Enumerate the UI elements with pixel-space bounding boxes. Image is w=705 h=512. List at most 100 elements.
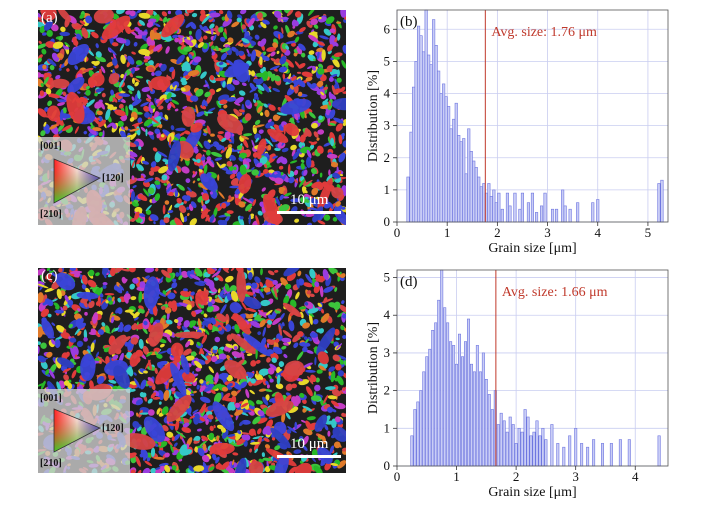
grain — [182, 105, 188, 110]
grain — [224, 131, 231, 140]
histogram-bar — [431, 329, 435, 467]
grain — [149, 49, 155, 55]
grain — [298, 26, 306, 33]
grain — [293, 52, 298, 57]
grain — [93, 60, 100, 66]
histogram-bar — [520, 192, 525, 223]
histogram-bar — [421, 51, 426, 223]
grain — [237, 215, 245, 225]
grain — [185, 178, 191, 184]
histogram-bar — [505, 431, 509, 467]
grain — [95, 55, 107, 63]
grain — [255, 137, 259, 143]
grain — [186, 96, 192, 102]
grain — [274, 147, 281, 152]
grain — [286, 10, 294, 17]
y-axis-label: Distribution [%] — [366, 322, 381, 414]
histogram-bar — [520, 431, 524, 467]
histogram-bar — [434, 44, 438, 223]
grain — [300, 134, 306, 143]
grain — [280, 16, 289, 20]
grain — [300, 159, 305, 163]
histogram-bar — [505, 192, 510, 223]
grain — [223, 104, 228, 109]
histogram-bar — [580, 443, 584, 467]
grain — [218, 191, 225, 199]
grain — [221, 137, 227, 143]
grain — [74, 65, 79, 70]
y-tick-label: 3 — [384, 118, 391, 133]
histogram-bar — [514, 443, 518, 467]
histogram-bar — [513, 192, 517, 223]
grain — [195, 28, 202, 40]
grain — [170, 125, 175, 131]
grain — [293, 78, 302, 88]
grain — [141, 160, 150, 165]
grain — [235, 39, 243, 46]
y-tick-label: 6 — [384, 21, 391, 36]
histogram-bar — [534, 212, 539, 223]
grain — [270, 51, 276, 57]
grain — [336, 21, 342, 24]
grain — [43, 121, 47, 127]
grain — [157, 151, 168, 158]
grain — [172, 81, 180, 89]
grain — [85, 89, 91, 96]
grain — [180, 45, 186, 50]
histogram-bar — [526, 416, 530, 467]
grain — [161, 11, 168, 17]
grain — [144, 62, 150, 67]
y-tick-label: 4 — [384, 86, 391, 101]
grain — [287, 73, 292, 81]
y-tick-label: 3 — [384, 345, 391, 360]
grain — [197, 42, 204, 48]
grain — [115, 37, 127, 44]
x-tick-label: 3 — [572, 469, 579, 484]
histogram-bar — [416, 25, 421, 223]
grain — [192, 171, 198, 178]
grain — [39, 90, 45, 97]
grain — [205, 216, 209, 222]
grain — [328, 76, 334, 82]
histogram-bar — [434, 322, 438, 467]
grain — [64, 42, 70, 47]
grain — [267, 144, 272, 151]
grain — [92, 65, 97, 69]
grain — [241, 82, 247, 87]
histogram-bar — [444, 96, 448, 223]
histogram-bar — [478, 371, 482, 467]
grain — [247, 53, 252, 57]
grain — [323, 28, 332, 36]
grain — [295, 136, 300, 142]
grain — [118, 103, 124, 109]
grain — [169, 66, 175, 73]
grain — [47, 58, 57, 67]
grain — [257, 210, 263, 216]
grain — [215, 45, 219, 51]
grain — [290, 144, 297, 151]
grain — [203, 140, 211, 150]
histogram-bar — [568, 208, 572, 223]
histogram-bar — [469, 363, 473, 467]
histogram-bar — [410, 435, 414, 467]
grain — [291, 76, 297, 81]
grain — [151, 72, 155, 76]
grain — [45, 88, 52, 95]
grain — [202, 25, 208, 31]
y-axis-label: Distribution [%] — [366, 70, 381, 162]
grain — [183, 68, 193, 77]
grain — [156, 123, 161, 128]
grain — [185, 21, 193, 29]
grain — [213, 207, 218, 218]
grain — [42, 32, 47, 36]
grain — [325, 109, 331, 116]
histogram-bar — [497, 192, 501, 223]
histogram-bar — [472, 371, 476, 467]
histogram-bar — [454, 102, 458, 223]
grain — [240, 10, 247, 15]
grain — [317, 129, 325, 135]
grain — [275, 58, 281, 64]
histogram-bar — [452, 118, 456, 223]
grain — [316, 145, 324, 154]
histogram-bar — [413, 409, 417, 467]
